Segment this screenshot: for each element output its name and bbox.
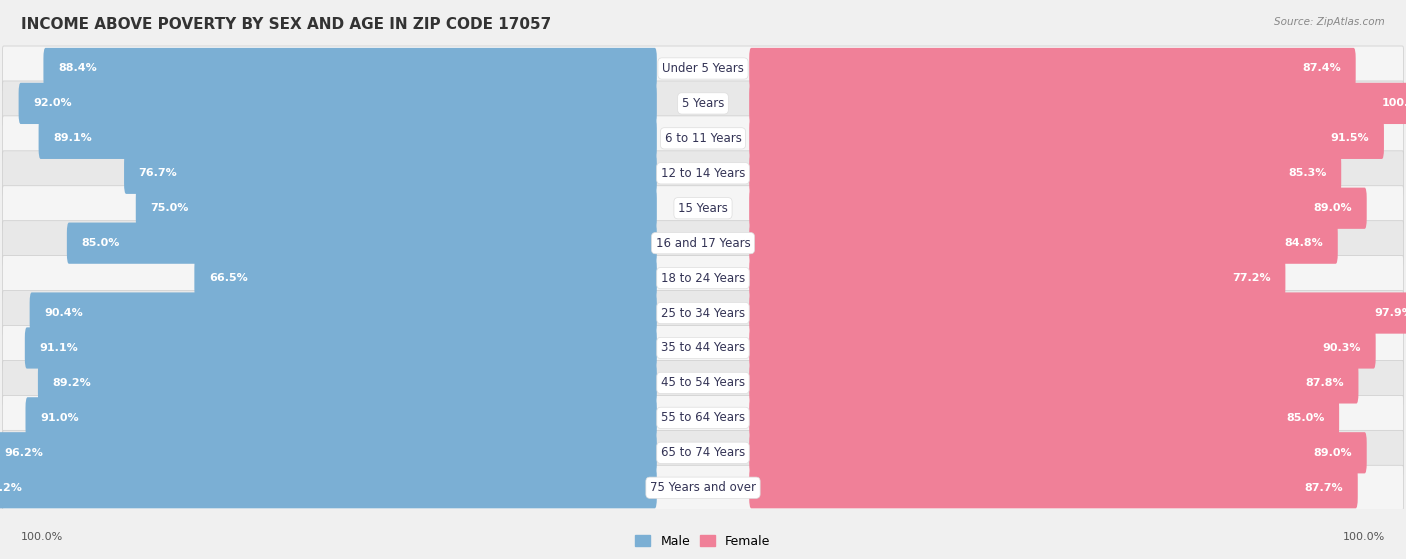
FancyBboxPatch shape — [749, 118, 1384, 159]
Text: Source: ZipAtlas.com: Source: ZipAtlas.com — [1274, 17, 1385, 27]
Text: 16 and 17 Years: 16 and 17 Years — [655, 236, 751, 250]
Text: 66.5%: 66.5% — [209, 273, 247, 283]
FancyBboxPatch shape — [25, 397, 657, 438]
Text: 88.4%: 88.4% — [58, 64, 97, 73]
FancyBboxPatch shape — [3, 81, 1403, 126]
FancyBboxPatch shape — [38, 362, 657, 404]
FancyBboxPatch shape — [3, 116, 1403, 161]
Text: 5 Years: 5 Years — [682, 97, 724, 110]
Text: 87.4%: 87.4% — [1302, 64, 1341, 73]
Text: 99.2%: 99.2% — [0, 483, 22, 492]
Text: 65 to 74 Years: 65 to 74 Years — [661, 446, 745, 459]
FancyBboxPatch shape — [136, 188, 657, 229]
FancyBboxPatch shape — [3, 395, 1403, 440]
Text: 100.0%: 100.0% — [21, 532, 63, 542]
Text: 87.7%: 87.7% — [1305, 483, 1343, 492]
Text: 12 to 14 Years: 12 to 14 Years — [661, 167, 745, 180]
Text: 75.0%: 75.0% — [150, 203, 188, 213]
FancyBboxPatch shape — [0, 432, 657, 473]
Text: 90.3%: 90.3% — [1323, 343, 1361, 353]
Text: 84.8%: 84.8% — [1285, 238, 1323, 248]
Text: 90.4%: 90.4% — [44, 308, 83, 318]
Text: 87.8%: 87.8% — [1305, 378, 1344, 388]
FancyBboxPatch shape — [25, 328, 657, 368]
FancyBboxPatch shape — [124, 153, 657, 194]
Text: 85.0%: 85.0% — [1286, 413, 1324, 423]
Text: 35 to 44 Years: 35 to 44 Years — [661, 342, 745, 354]
FancyBboxPatch shape — [749, 467, 1358, 508]
FancyBboxPatch shape — [3, 186, 1403, 231]
FancyBboxPatch shape — [749, 328, 1375, 368]
Text: 89.0%: 89.0% — [1313, 448, 1353, 458]
FancyBboxPatch shape — [749, 83, 1406, 124]
FancyBboxPatch shape — [3, 46, 1403, 91]
FancyBboxPatch shape — [749, 397, 1339, 438]
Text: 75 Years and over: 75 Years and over — [650, 481, 756, 494]
Text: 77.2%: 77.2% — [1232, 273, 1271, 283]
FancyBboxPatch shape — [67, 222, 657, 264]
FancyBboxPatch shape — [3, 151, 1403, 196]
FancyBboxPatch shape — [38, 118, 657, 159]
Text: 6 to 11 Years: 6 to 11 Years — [665, 132, 741, 145]
Text: 96.2%: 96.2% — [4, 448, 44, 458]
Text: 25 to 34 Years: 25 to 34 Years — [661, 306, 745, 320]
Text: 97.9%: 97.9% — [1375, 308, 1406, 318]
Text: INCOME ABOVE POVERTY BY SEX AND AGE IN ZIP CODE 17057: INCOME ABOVE POVERTY BY SEX AND AGE IN Z… — [21, 17, 551, 32]
FancyBboxPatch shape — [749, 292, 1406, 334]
Text: 89.1%: 89.1% — [53, 134, 91, 143]
Text: Under 5 Years: Under 5 Years — [662, 62, 744, 75]
FancyBboxPatch shape — [3, 361, 1403, 405]
FancyBboxPatch shape — [749, 362, 1358, 404]
Text: 45 to 54 Years: 45 to 54 Years — [661, 376, 745, 390]
Text: 92.0%: 92.0% — [34, 98, 72, 108]
Text: 18 to 24 Years: 18 to 24 Years — [661, 272, 745, 285]
FancyBboxPatch shape — [749, 222, 1337, 264]
FancyBboxPatch shape — [3, 430, 1403, 475]
Text: 89.0%: 89.0% — [1313, 203, 1353, 213]
Text: 89.2%: 89.2% — [52, 378, 91, 388]
FancyBboxPatch shape — [749, 153, 1341, 194]
Legend: Male, Female: Male, Female — [630, 530, 776, 553]
FancyBboxPatch shape — [749, 258, 1285, 299]
FancyBboxPatch shape — [18, 83, 657, 124]
FancyBboxPatch shape — [749, 188, 1367, 229]
FancyBboxPatch shape — [3, 325, 1403, 371]
Text: 55 to 64 Years: 55 to 64 Years — [661, 411, 745, 424]
FancyBboxPatch shape — [3, 465, 1403, 510]
FancyBboxPatch shape — [3, 221, 1403, 266]
Text: 91.1%: 91.1% — [39, 343, 79, 353]
FancyBboxPatch shape — [3, 255, 1403, 301]
Text: 100.0%: 100.0% — [1382, 98, 1406, 108]
Text: 91.5%: 91.5% — [1331, 134, 1369, 143]
Text: 91.0%: 91.0% — [39, 413, 79, 423]
FancyBboxPatch shape — [3, 291, 1403, 335]
FancyBboxPatch shape — [749, 48, 1355, 89]
FancyBboxPatch shape — [749, 432, 1367, 473]
Text: 85.3%: 85.3% — [1288, 168, 1327, 178]
FancyBboxPatch shape — [0, 467, 657, 508]
Text: 100.0%: 100.0% — [1343, 532, 1385, 542]
Text: 15 Years: 15 Years — [678, 202, 728, 215]
FancyBboxPatch shape — [194, 258, 657, 299]
Text: 85.0%: 85.0% — [82, 238, 120, 248]
FancyBboxPatch shape — [30, 292, 657, 334]
Text: 76.7%: 76.7% — [139, 168, 177, 178]
FancyBboxPatch shape — [44, 48, 657, 89]
